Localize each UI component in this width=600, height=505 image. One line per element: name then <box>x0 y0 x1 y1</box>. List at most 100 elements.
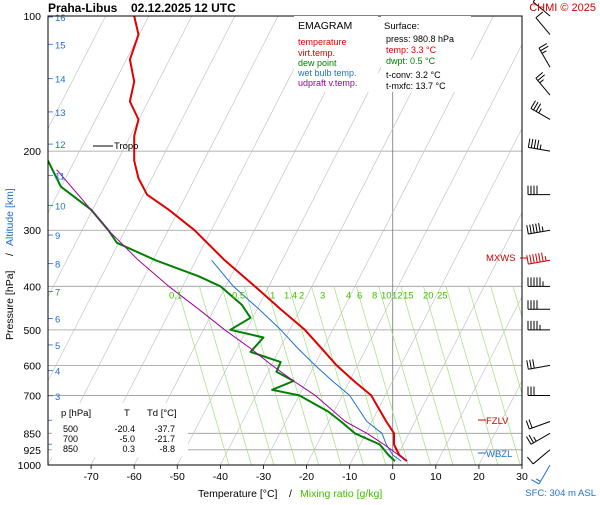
wind-barb-half-feather <box>533 436 537 442</box>
wind-barb-feather <box>529 359 532 369</box>
mixing-ratio-label: 10 <box>381 290 392 301</box>
mixing-ratio-label: 2 <box>299 290 304 301</box>
x-axis-label-mixing: Mixing ratio [g/kg] <box>300 488 382 500</box>
surface-press: press: 980.8 hPa <box>386 34 454 44</box>
y-axis-label-sep: / <box>4 253 16 256</box>
adiabat-line <box>48 16 193 298</box>
wind-barb-shaft <box>528 229 551 235</box>
wind-barb-feather <box>538 253 541 263</box>
surface-tconv: t-conv: 3.2 °C <box>386 70 441 80</box>
mixing-ratio-line <box>490 286 522 396</box>
x-tick-label: -30 <box>256 471 271 483</box>
pressure-tick-label: 500 <box>23 325 41 337</box>
wind-barb-half-feather <box>538 108 542 114</box>
mixing-ratio-label: 6 <box>357 290 362 301</box>
legend-dew-point: dew point <box>298 58 337 68</box>
x-tick-label: 20 <box>473 471 485 483</box>
surface-tmxfc: t-mxfc: 13.7 °C <box>386 81 446 91</box>
x-axis-label-sep: / <box>289 488 292 500</box>
mixing-ratio-label: 25 <box>437 290 448 301</box>
mixing-ratio-label: 12 <box>392 290 403 301</box>
pressure-tick-label: 600 <box>23 360 41 372</box>
altitude-tick-label: 11 <box>55 171 65 182</box>
wind-barb-feather <box>527 138 531 148</box>
altitude-tick-label: 3 <box>55 392 60 403</box>
x-tick-label: 0 <box>390 471 396 483</box>
mixing-ratio-label: 8 <box>372 290 377 301</box>
mxws-label: MXWS <box>486 253 516 264</box>
mixing-ratio-line <box>311 286 364 465</box>
legend-temperature: temperature <box>298 37 347 47</box>
mixing-ratio-line <box>243 286 297 465</box>
x-tick-label: 10 <box>430 471 442 483</box>
mixing-ratio-label: 3 <box>320 290 325 301</box>
altitude-tick-label: 10 <box>55 202 66 213</box>
legend-title: EMAGRAM <box>298 20 352 32</box>
table-cell: 850 <box>63 444 78 454</box>
wind-barb-shaft <box>535 77 551 96</box>
wind-barb-shaft <box>530 108 551 120</box>
mixing-ratio-line <box>400 286 454 465</box>
x-tick-label: 30 <box>516 471 528 483</box>
wind-barb-feather <box>529 224 532 234</box>
wind-barb-feather <box>530 479 540 485</box>
series-line <box>56 169 408 462</box>
mixing-ratio-line <box>378 286 431 465</box>
surface-elevation: SFC: 304 m ASL <box>525 488 596 499</box>
table-row: 850 0.3 -8.8 <box>63 444 175 454</box>
wind-barb-feather <box>526 360 529 370</box>
wind-barb-feather <box>525 420 530 430</box>
legend-wet-bulb: wet bulb temp. <box>297 68 357 78</box>
x-tick-label: -40 <box>213 471 228 483</box>
surface-temp: temp: 3.3 °C <box>386 45 437 55</box>
mixing-ratio-line <box>288 286 342 465</box>
wind-barb-half-feather <box>539 79 544 84</box>
adiabat-line <box>48 16 149 214</box>
table-cell: 500 <box>63 424 78 434</box>
wind-barb-feather <box>535 72 544 79</box>
wind-barb-feather <box>540 45 549 52</box>
wind-barb-feather <box>535 11 544 19</box>
x-tick-label: -10 <box>342 471 357 483</box>
table-cell: -8.8 <box>159 444 175 454</box>
pressure-tick-label: 200 <box>23 146 41 158</box>
x-tick-label: -60 <box>127 471 142 483</box>
wind-barb-feather <box>529 254 532 264</box>
wind-barb-half-feather <box>541 226 544 232</box>
mixing-ratio-label: 20 <box>423 290 434 301</box>
wind-barb-feather <box>538 43 548 49</box>
wind-barb-shaft <box>529 421 551 430</box>
adiabat-line <box>435 296 522 465</box>
table-cell: 700 <box>63 434 78 444</box>
wind-barb-shaft <box>528 364 551 370</box>
wind-barbs <box>525 0 551 485</box>
wind-barb-shaft <box>530 432 551 445</box>
wind-barb-half-feather <box>541 50 547 54</box>
wind-barb-feather <box>526 225 529 235</box>
plot-frame <box>47 15 523 466</box>
x-axis-label-temperature: Temperature [°C] <box>198 488 278 500</box>
altitude-tick-label: 13 <box>55 108 66 119</box>
wind-barb-shaft <box>532 1 551 17</box>
table-header-p: p [hPa] <box>61 408 91 419</box>
pressure-tick-label: 925 <box>23 445 41 457</box>
table-cell: -21.7 <box>154 434 175 444</box>
wind-barb-feather <box>526 436 532 445</box>
altitude-tick-label: 4 <box>55 367 60 378</box>
altitude-tick-label: 9 <box>55 231 60 242</box>
y-axis-title: Pressure [hPa] / Altitude [km] <box>4 188 16 340</box>
wind-barb-feather <box>532 0 536 3</box>
legend-updraft: udpraft v.temp. <box>298 78 357 88</box>
x-tick-label: -70 <box>83 471 98 483</box>
mixing-ratio-line <box>355 286 409 465</box>
wind-barb-feather <box>533 101 539 111</box>
table-header-t: T <box>124 408 130 419</box>
wbzl-label: WBZL <box>486 449 512 460</box>
wind-barb-feather <box>532 224 535 234</box>
level-table-bg <box>52 403 188 457</box>
mixing-ratio-lines <box>176 286 522 465</box>
altitude-tick-label: 12 <box>55 140 66 151</box>
x-tick-label: -50 <box>170 471 185 483</box>
legend-box <box>294 16 378 92</box>
